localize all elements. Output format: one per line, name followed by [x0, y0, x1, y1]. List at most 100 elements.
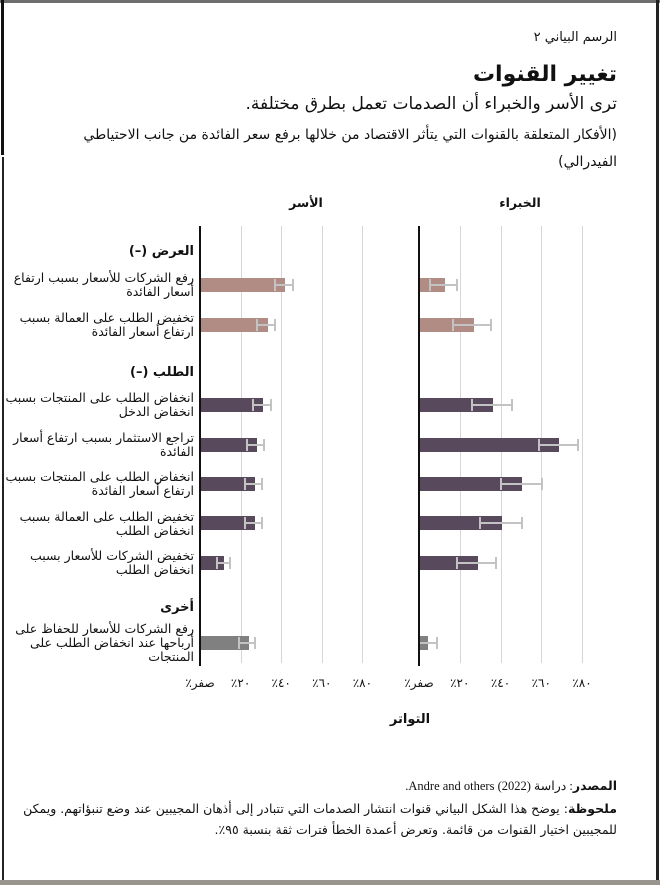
- error-bar-cap: [520, 517, 523, 529]
- error-bar-cap: [455, 279, 458, 291]
- error-bar-cap: [470, 399, 473, 411]
- group-heading-demand: الطلب (–): [130, 365, 194, 380]
- source-label: المصدر: [572, 778, 617, 793]
- x-tick-label: ٤٠٪: [490, 676, 511, 690]
- gridline: [582, 226, 583, 663]
- bar-households: [201, 398, 263, 412]
- figure-label: الرسم البياني ٢: [533, 30, 617, 45]
- error-bar-cap: [292, 279, 295, 291]
- error-bar-cap: [229, 557, 232, 569]
- bar-households: [201, 278, 286, 292]
- error-bar: [256, 324, 276, 326]
- error-bar-cap: [243, 478, 246, 490]
- error-bar-cap: [510, 399, 513, 411]
- bar-experts: [420, 477, 522, 491]
- group-heading-supply: العرض (–): [128, 244, 194, 259]
- error-bar-cap: [237, 637, 240, 649]
- error-bar: [500, 483, 543, 485]
- note-line: ملحوظة: يوضح هذا الشكل البياني قنوات انت…: [17, 798, 617, 840]
- error-bar: [480, 522, 522, 524]
- error-bar-cap: [495, 557, 498, 569]
- error-bar: [430, 284, 457, 286]
- row-label: انخفاض الطلب على المنتجات بسبب انخفاض ال…: [5, 390, 195, 419]
- group-heading-other: أخرى: [160, 600, 194, 615]
- y-axis-line: [418, 226, 420, 666]
- error-bar-cap: [490, 319, 493, 331]
- error-bar-cap: [260, 517, 263, 529]
- error-bar-cap: [216, 557, 219, 569]
- x-tick-label: ٨٠٪: [572, 676, 592, 690]
- gridline: [362, 226, 364, 663]
- row-label: تراجع الاستثمار بسبب ارتفاع أسعار الفائد…: [13, 430, 194, 459]
- x-tick-label: ٦٠٪: [531, 676, 551, 690]
- bar-households: [201, 477, 255, 491]
- frame-left-border-lower: [2, 157, 4, 885]
- error-bar: [238, 642, 255, 644]
- bar-experts: [420, 556, 479, 570]
- error-bar: [419, 642, 438, 644]
- error-bar: [275, 284, 294, 286]
- bar-households: [201, 636, 249, 650]
- bar-households: [201, 438, 257, 452]
- chart-description: (الأفكار المتعلقة بالقنوات التي يتأثر ال…: [83, 127, 617, 170]
- error-bar-cap: [479, 517, 482, 529]
- x-tick-label: ٢٠٪: [230, 676, 251, 690]
- error-bar-cap: [538, 439, 541, 451]
- source-text: : دراسة Andre and others (2022).: [405, 779, 573, 793]
- note-label: ملحوظة: [567, 801, 617, 816]
- error-bar-cap: [255, 319, 258, 331]
- error-bar-cap: [262, 439, 265, 451]
- error-bar-cap: [270, 399, 273, 411]
- bar-experts: [420, 318, 474, 332]
- error-bar-cap: [576, 439, 579, 451]
- row-label: تخفيض الشركات للأسعار بسبب انخفاض الطلب: [29, 548, 194, 577]
- error-bar: [244, 483, 262, 485]
- error-bar: [217, 562, 231, 564]
- panel-title-households: الأسر: [289, 195, 323, 210]
- error-bar-cap: [245, 439, 248, 451]
- error-bar: [456, 562, 497, 564]
- error-bar-cap: [541, 478, 544, 490]
- bar-experts: [420, 398, 494, 412]
- x-axis-label: التواتر: [389, 712, 431, 727]
- error-bar: [471, 404, 512, 406]
- error-bar: [539, 444, 578, 446]
- x-tick-label: صفر٪: [404, 676, 434, 690]
- error-bar: [246, 444, 264, 446]
- error-bar-cap: [436, 637, 439, 649]
- error-bar: [252, 404, 272, 406]
- row-label: تخفيض الطلب على العمالة بسبب ارتفاع أسعا…: [19, 310, 194, 339]
- error-bar-cap: [274, 279, 277, 291]
- gridline: [321, 226, 323, 663]
- error-bar: [452, 324, 492, 326]
- panel-title-experts: الخبراء: [499, 195, 541, 210]
- error-bar-cap: [455, 557, 458, 569]
- x-tick-label: ٢٠٪: [450, 676, 470, 690]
- error-bar-cap: [253, 637, 256, 649]
- x-tick-label: ٤٠٪: [271, 676, 291, 690]
- row-label: تخفيض الطلب على العمالة بسبب انخفاض الطل…: [19, 509, 194, 538]
- frame-right-border: [656, 0, 659, 885]
- frame-top-border: [0, 0, 660, 3]
- bar-households: [201, 516, 255, 530]
- row-label: رفع الشركات للأسعار للحفاظ على أرباحها ع…: [15, 621, 194, 664]
- error-bar-cap: [260, 478, 263, 490]
- error-bar-cap: [429, 279, 432, 291]
- source-line: المصدر: دراسة Andre and others (2022).: [405, 778, 617, 794]
- y-axis-line: [199, 226, 201, 666]
- frame-left-border: [1, 0, 4, 155]
- x-tick-label: ٦٠٪: [312, 676, 332, 690]
- error-bar-cap: [251, 399, 254, 411]
- x-tick-label: ٨٠٪: [352, 676, 373, 690]
- bar-households: [201, 556, 225, 570]
- chart-title: تغيير القنوات: [472, 62, 617, 87]
- bar-households: [201, 318, 268, 332]
- bar-experts: [420, 438, 559, 452]
- error-bar-cap: [274, 319, 277, 331]
- frame-bottom-bar: [0, 880, 660, 885]
- x-tick-label: صفر٪: [185, 676, 215, 690]
- error-bar-cap: [499, 478, 502, 490]
- chart-subtitle: ترى الأسر والخبراء أن الصدمات تعمل بطرق …: [245, 94, 617, 114]
- note-text: : يوضح هذا الشكل البياني قنوات انتشار ال…: [23, 801, 617, 837]
